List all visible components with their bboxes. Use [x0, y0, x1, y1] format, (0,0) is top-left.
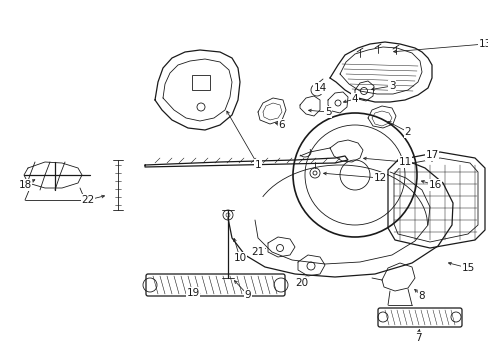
Bar: [192, 75, 209, 90]
Text: 21: 21: [251, 247, 264, 257]
Text: 20: 20: [295, 278, 308, 288]
Text: 9: 9: [244, 290, 251, 300]
Text: 4: 4: [351, 94, 358, 104]
Text: 18: 18: [19, 180, 32, 190]
Text: 1: 1: [254, 160, 261, 170]
Text: 2: 2: [404, 127, 410, 137]
Text: 17: 17: [425, 150, 438, 160]
Text: 22: 22: [81, 195, 95, 205]
Text: 3: 3: [388, 81, 394, 91]
Text: 12: 12: [373, 173, 386, 183]
Text: 11: 11: [398, 157, 411, 167]
Text: 15: 15: [461, 263, 474, 273]
Text: 6: 6: [278, 120, 285, 130]
Text: 16: 16: [427, 180, 441, 190]
Text: 13: 13: [477, 39, 488, 49]
Text: 10: 10: [233, 253, 246, 263]
Text: 8: 8: [418, 291, 425, 301]
Text: 7: 7: [414, 333, 421, 343]
Text: 5: 5: [324, 107, 331, 117]
Text: 19: 19: [186, 288, 199, 298]
Text: 14: 14: [313, 83, 326, 93]
